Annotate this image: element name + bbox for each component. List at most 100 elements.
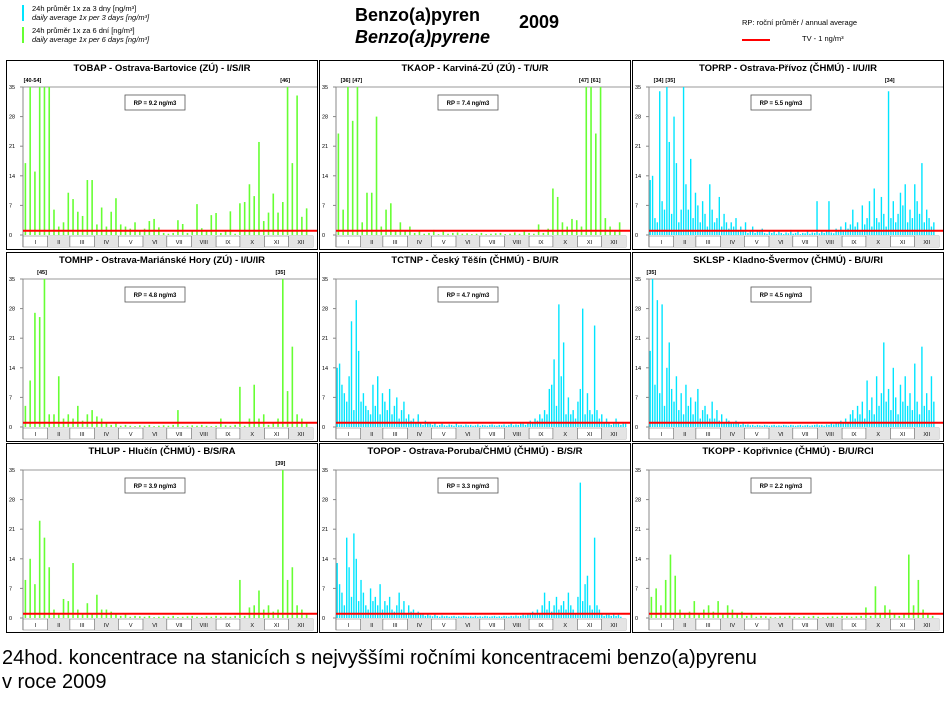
month-label: V bbox=[755, 240, 759, 246]
month-label: II bbox=[683, 240, 687, 246]
page-title: Benzo(a)pyren Benzo(a)pyrene bbox=[355, 4, 490, 48]
month-band bbox=[601, 428, 626, 439]
y-tick-label: 14 bbox=[9, 366, 15, 372]
y-tick-label: 0 bbox=[322, 425, 325, 431]
y-tick-label: 0 bbox=[635, 616, 638, 622]
rp-label: RP = 3.3 ng/m3 bbox=[447, 484, 490, 490]
y-tick-label: 35 bbox=[9, 85, 15, 91]
month-label: XII bbox=[610, 432, 617, 438]
rp-box bbox=[124, 477, 186, 494]
month-label: V bbox=[442, 432, 446, 438]
month-label: XII bbox=[923, 432, 930, 438]
y-tick-label: 14 bbox=[635, 557, 641, 563]
month-label: VIII bbox=[826, 432, 835, 438]
station-chart: TOPRP - Ostrava-Přívoz (ČHMÚ) - I/U/IR 0 7… bbox=[632, 60, 944, 250]
month-band bbox=[552, 236, 578, 247]
overflow-annotation: [61] bbox=[591, 78, 601, 84]
month-band bbox=[239, 619, 265, 630]
month-label: VI bbox=[778, 623, 784, 629]
month-band bbox=[601, 619, 626, 630]
title-cz: Benzo(a)pyren bbox=[355, 5, 481, 25]
month-band bbox=[865, 236, 891, 247]
caption-line2: v roce 2009 bbox=[2, 671, 107, 693]
month-label: VII bbox=[802, 432, 809, 438]
overflow-annotation: [34] bbox=[654, 78, 664, 84]
rp-label: RP = 4.7 ng/m3 bbox=[447, 293, 490, 299]
y-tick-label: 35 bbox=[635, 85, 641, 91]
rp-label: RP = 7.4 ng/m3 bbox=[447, 101, 490, 107]
month-band bbox=[94, 428, 119, 439]
month-band bbox=[552, 619, 578, 630]
overflow-annotation: [35] bbox=[646, 270, 656, 276]
month-band bbox=[673, 619, 696, 630]
month-label: I bbox=[35, 240, 37, 246]
month-label: I bbox=[35, 432, 37, 438]
legend-cyan: 24h průměr 1x za 3 dny [ng/m³] daily ave… bbox=[22, 4, 149, 22]
month-label: XI bbox=[900, 240, 906, 246]
month-label: VI bbox=[778, 432, 784, 438]
chart-svg: TKOPP - Kopřivnice (ČHMÚ) - B/U/RCI 0 7 14 2… bbox=[635, 445, 943, 631]
month-band bbox=[817, 428, 843, 439]
month-label: VIII bbox=[513, 432, 522, 438]
y-tick-label: 35 bbox=[9, 468, 15, 474]
chart-title: THLUP - Hlučín (ČHMÚ) - B/S/RA bbox=[88, 445, 235, 457]
month-label: VII bbox=[802, 240, 809, 246]
month-label: IV bbox=[417, 240, 423, 246]
month-label: IX bbox=[225, 240, 231, 246]
month-label: X bbox=[563, 623, 567, 629]
month-label: IX bbox=[538, 623, 544, 629]
y-tick-label: 28 bbox=[9, 115, 15, 121]
month-label: II bbox=[683, 623, 687, 629]
month-band bbox=[47, 428, 70, 439]
rp-box bbox=[124, 286, 186, 303]
month-band bbox=[455, 619, 480, 630]
month-label: VII bbox=[176, 240, 183, 246]
month-label: IV bbox=[730, 240, 736, 246]
rp-label: RP = 2.2 ng/m3 bbox=[760, 484, 803, 490]
y-tick-label: 0 bbox=[635, 425, 638, 431]
y-tick-label: 28 bbox=[322, 307, 328, 313]
month-label: VI bbox=[465, 432, 471, 438]
rp-box bbox=[124, 94, 186, 111]
y-tick-label: 14 bbox=[9, 557, 15, 563]
rp-box bbox=[437, 94, 499, 111]
rp-box bbox=[750, 286, 812, 303]
y-tick-label: 7 bbox=[635, 203, 638, 209]
y-tick-label: 35 bbox=[322, 85, 328, 91]
month-band bbox=[865, 619, 891, 630]
month-label: III bbox=[80, 240, 85, 246]
month-label: V bbox=[129, 623, 133, 629]
month-label: XI bbox=[900, 432, 906, 438]
month-band bbox=[673, 236, 696, 247]
caption-line1: 24hod. koncentrace na stanicích s nejvyš… bbox=[2, 647, 757, 669]
month-label: XI bbox=[587, 240, 593, 246]
month-band bbox=[191, 236, 217, 247]
month-label: III bbox=[80, 432, 85, 438]
y-tick-label: 28 bbox=[635, 307, 641, 313]
month-band bbox=[720, 428, 745, 439]
overflow-annotation: [35] bbox=[665, 78, 675, 84]
month-label: III bbox=[706, 432, 711, 438]
y-tick-label: 14 bbox=[635, 174, 641, 180]
month-label: III bbox=[393, 432, 398, 438]
month-label: VI bbox=[152, 432, 158, 438]
month-label: X bbox=[876, 623, 880, 629]
month-label: XI bbox=[274, 240, 280, 246]
month-label: III bbox=[393, 240, 398, 246]
green-swatch bbox=[22, 27, 24, 43]
y-tick-label: 21 bbox=[322, 144, 328, 150]
month-label: VIII bbox=[826, 623, 835, 629]
month-label: IV bbox=[417, 623, 423, 629]
month-label: I bbox=[661, 240, 663, 246]
y-tick-label: 28 bbox=[635, 498, 641, 504]
month-label: XII bbox=[923, 623, 930, 629]
month-label: V bbox=[755, 432, 759, 438]
month-label: VI bbox=[465, 623, 471, 629]
y-tick-label: 28 bbox=[635, 115, 641, 121]
month-label: VII bbox=[489, 623, 496, 629]
month-band bbox=[407, 619, 432, 630]
legend-cyan-en: daily average 1x per 3 days [ng/m³] bbox=[32, 13, 150, 22]
month-label: VIII bbox=[513, 623, 522, 629]
y-tick-label: 0 bbox=[9, 233, 12, 239]
month-band bbox=[455, 236, 480, 247]
